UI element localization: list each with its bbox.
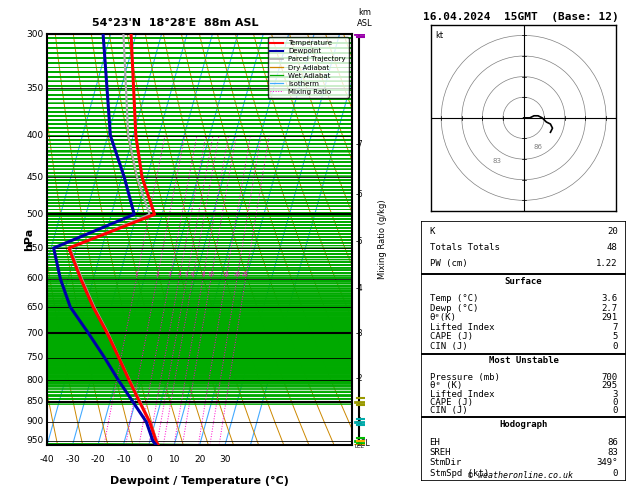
Text: 1.22: 1.22	[596, 260, 618, 268]
Text: 6: 6	[191, 272, 194, 277]
Text: 15: 15	[223, 272, 230, 277]
Text: θᵉ (K): θᵉ (K)	[430, 381, 462, 390]
Text: Surface: Surface	[505, 277, 542, 286]
Text: 800: 800	[26, 376, 43, 385]
Text: km
ASL: km ASL	[357, 8, 372, 28]
Text: 600: 600	[26, 274, 43, 283]
Text: Totals Totals: Totals Totals	[430, 243, 499, 252]
Text: CIN (J): CIN (J)	[430, 342, 467, 351]
Text: -5: -5	[356, 237, 364, 246]
Text: 10: 10	[169, 455, 180, 464]
Text: -40: -40	[40, 455, 55, 464]
Text: 0: 0	[612, 342, 618, 351]
Text: Hodograph: Hodograph	[499, 420, 548, 429]
Text: 0: 0	[612, 469, 618, 478]
Text: Mixing Ratio (g/kg): Mixing Ratio (g/kg)	[378, 200, 387, 279]
Text: 4: 4	[177, 272, 181, 277]
Text: -7: -7	[356, 140, 364, 149]
Text: 950: 950	[26, 436, 43, 446]
Text: 750: 750	[26, 353, 43, 362]
Text: 3: 3	[168, 272, 172, 277]
Text: 400: 400	[26, 131, 43, 140]
Text: © weatheronline.co.uk: © weatheronline.co.uk	[469, 471, 573, 480]
Text: 700: 700	[26, 329, 43, 338]
Text: -2: -2	[356, 374, 364, 382]
Text: 48: 48	[607, 243, 618, 252]
Text: 0: 0	[146, 455, 152, 464]
Text: 349°: 349°	[596, 458, 618, 468]
Text: 850: 850	[26, 397, 43, 406]
Text: 350: 350	[26, 84, 43, 93]
Bar	[421, 275, 626, 354]
Text: Lifted Index: Lifted Index	[430, 390, 494, 399]
Text: EH: EH	[430, 437, 440, 447]
Text: 10: 10	[208, 272, 214, 277]
Text: 86: 86	[534, 144, 543, 150]
Text: CAPE (J): CAPE (J)	[430, 398, 472, 407]
Text: -6: -6	[356, 190, 364, 198]
Text: 291: 291	[601, 313, 618, 322]
Text: 550: 550	[26, 243, 43, 253]
Text: 20: 20	[194, 455, 206, 464]
Text: 30: 30	[220, 455, 231, 464]
Text: CIN (J): CIN (J)	[430, 406, 467, 415]
Text: Dewpoint / Temperature (°C): Dewpoint / Temperature (°C)	[110, 475, 289, 486]
Text: CAPE (J): CAPE (J)	[430, 332, 472, 341]
Text: 54°23'N  18°28'E  88m ASL: 54°23'N 18°28'E 88m ASL	[92, 18, 259, 28]
Text: 25: 25	[242, 272, 249, 277]
Text: -1: -1	[356, 417, 364, 426]
Text: 5: 5	[185, 272, 188, 277]
Text: Lifted Index: Lifted Index	[430, 323, 494, 332]
Text: θᵉ(K): θᵉ(K)	[430, 313, 457, 322]
Text: 3.6: 3.6	[601, 294, 618, 303]
Text: 86: 86	[607, 437, 618, 447]
Text: kt: kt	[435, 31, 443, 40]
Text: 450: 450	[26, 173, 43, 182]
Text: 2: 2	[155, 272, 159, 277]
Text: -20: -20	[91, 455, 105, 464]
Text: 8: 8	[201, 272, 204, 277]
Text: 83: 83	[493, 158, 502, 164]
Bar	[421, 354, 626, 417]
Text: 20: 20	[607, 227, 618, 236]
Text: 2.7: 2.7	[601, 304, 618, 312]
Text: K: K	[430, 227, 435, 236]
Text: 20: 20	[233, 272, 240, 277]
Text: StmDir: StmDir	[430, 458, 462, 468]
Text: -4: -4	[356, 283, 364, 293]
Text: 16.04.2024  15GMT  (Base: 12): 16.04.2024 15GMT (Base: 12)	[423, 12, 619, 22]
Text: LCL: LCL	[354, 444, 364, 449]
Text: 0: 0	[612, 398, 618, 407]
Text: 5: 5	[612, 332, 618, 341]
Text: 7: 7	[612, 323, 618, 332]
Text: 500: 500	[26, 210, 43, 219]
Text: SREH: SREH	[430, 448, 451, 457]
Text: 295: 295	[601, 381, 618, 390]
Text: PW (cm): PW (cm)	[430, 260, 467, 268]
Text: Dewp (°C): Dewp (°C)	[430, 304, 478, 312]
Text: LCL: LCL	[356, 439, 370, 449]
Text: 3: 3	[612, 390, 618, 399]
Text: 700: 700	[601, 373, 618, 382]
Text: -30: -30	[65, 455, 80, 464]
Bar	[421, 417, 626, 481]
Text: 1: 1	[135, 272, 138, 277]
Text: Pressure (mb): Pressure (mb)	[430, 373, 499, 382]
Text: -3: -3	[356, 329, 364, 338]
Text: hPa: hPa	[24, 228, 34, 251]
Text: 0: 0	[612, 406, 618, 415]
Legend: Temperature, Dewpoint, Parcel Trajectory, Dry Adiabat, Wet Adiabat, Isotherm, Mi: Temperature, Dewpoint, Parcel Trajectory…	[267, 37, 348, 98]
Text: 300: 300	[26, 30, 43, 38]
Bar	[421, 221, 626, 275]
Text: -10: -10	[116, 455, 131, 464]
Text: 83: 83	[607, 448, 618, 457]
Text: 650: 650	[26, 302, 43, 312]
Text: Temp (°C): Temp (°C)	[430, 294, 478, 303]
Text: Most Unstable: Most Unstable	[489, 356, 559, 365]
Text: 900: 900	[26, 417, 43, 426]
Text: StmSpd (kt): StmSpd (kt)	[430, 469, 489, 478]
